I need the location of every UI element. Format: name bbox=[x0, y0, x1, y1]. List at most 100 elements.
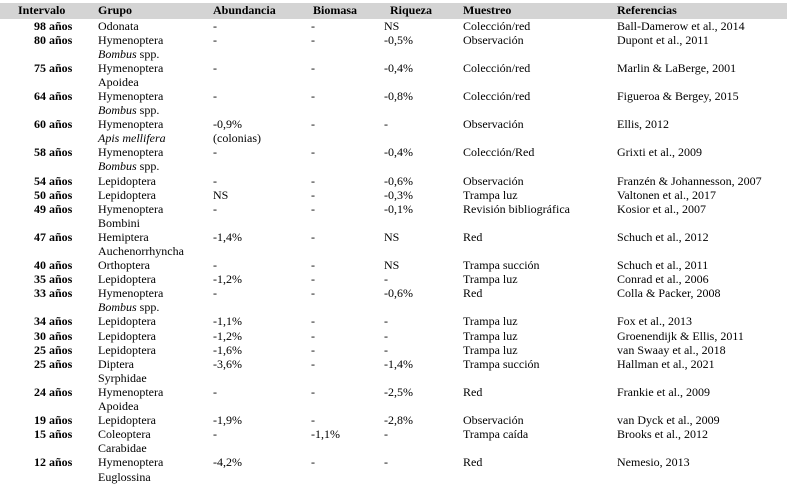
interval-value: 54 años bbox=[34, 173, 73, 188]
group-cell: Lepidoptera bbox=[95, 343, 213, 357]
sampling-cell: Revisión bibliográfica bbox=[461, 202, 616, 230]
group-subtaxon: Apoidea bbox=[98, 399, 139, 414]
biomass-cell: - bbox=[303, 33, 383, 61]
group-cell: Diptera Syrphidae bbox=[95, 357, 213, 385]
table-row: 98 años Odonata - - NS Colección/red Bal… bbox=[0, 19, 787, 33]
table-row: 64 años Hymenoptera Bombus spp. - - -0,8… bbox=[0, 89, 787, 117]
richness-value: -0,1% bbox=[384, 201, 413, 216]
group-genus-italic: Bombus bbox=[98, 46, 137, 61]
richness-value: -0,4% bbox=[384, 145, 413, 160]
sampling-method: Trampa succión bbox=[463, 258, 540, 273]
column-header-abundancia: Abundancia bbox=[213, 3, 303, 19]
interval-value: 30 años bbox=[34, 328, 73, 343]
table-row: 35 años Lepidoptera -1,2% - - Trampa luz… bbox=[0, 272, 787, 286]
biomass-cell: - bbox=[303, 272, 383, 286]
sampling-method: Observación bbox=[463, 117, 524, 132]
abundance-cell: - bbox=[213, 385, 303, 413]
group-order: Lepidoptera bbox=[98, 328, 156, 343]
biomass-value: - bbox=[311, 258, 315, 273]
sampling-cell: Observación bbox=[461, 174, 616, 188]
biomass-value: - bbox=[311, 60, 315, 75]
reference-cell: Schuch et al., 2012 bbox=[616, 230, 787, 258]
reference-citation: Frankie et al., 2009 bbox=[617, 384, 710, 399]
interval-value: 19 años bbox=[34, 413, 73, 428]
reference-cell: Valtonen et al., 2017 bbox=[616, 188, 787, 202]
reference-citation: Schuch et al., 2011 bbox=[617, 258, 709, 273]
insect-decline-studies-table: Intervalo Grupo Abundancia Biomasa Riqueza Mu… bbox=[0, 3, 787, 484]
interval-cell: 30 años bbox=[0, 329, 95, 343]
richness-cell: -1,4% bbox=[383, 357, 461, 385]
richness-value: - bbox=[384, 328, 388, 343]
richness-value: -0,3% bbox=[384, 187, 413, 202]
interval-cell: 64 años bbox=[0, 89, 95, 117]
biomass-cell: - bbox=[303, 413, 383, 427]
abundance-cell: - bbox=[213, 258, 303, 272]
column-header-biomasa: Biomasa bbox=[303, 3, 383, 19]
group-cell: Hymenoptera Apoidea bbox=[95, 385, 213, 413]
group-cell: Hymenoptera Bombus spp. bbox=[95, 33, 213, 61]
interval-value: 35 años bbox=[34, 272, 73, 287]
interval-cell: 47 años bbox=[0, 230, 95, 258]
group-order: Lepidoptera bbox=[98, 272, 156, 287]
sampling-method: Colección/red bbox=[463, 88, 531, 103]
abundance-value: - bbox=[213, 427, 217, 442]
group-subtaxon: Apis mellifera bbox=[98, 131, 213, 145]
biomass-cell: - bbox=[303, 357, 383, 385]
richness-value: NS bbox=[384, 18, 400, 33]
interval-value: 58 años bbox=[34, 145, 73, 160]
sampling-cell: Observación bbox=[461, 117, 616, 145]
richness-cell: -2,8% bbox=[383, 413, 461, 427]
group-order: Hymenoptera bbox=[98, 455, 164, 470]
group-order: Hymenoptera bbox=[98, 32, 164, 47]
interval-value: 98 años bbox=[34, 18, 73, 33]
abundance-value: - bbox=[213, 88, 217, 103]
table-row: 34 años Lepidoptera -1,1% - - Trampa luz… bbox=[0, 314, 787, 328]
sampling-cell: Trampa luz bbox=[461, 272, 616, 286]
group-order: Lepidoptera bbox=[98, 187, 156, 202]
group-cell: Hymenoptera Bombus spp. bbox=[95, 145, 213, 173]
biomass-value: - bbox=[311, 32, 315, 47]
abundance-value: -1,2% bbox=[213, 328, 242, 343]
interval-cell: 80 años bbox=[0, 33, 95, 61]
richness-cell: -0,6% bbox=[383, 286, 461, 314]
group-cell: Lepidoptera bbox=[95, 314, 213, 328]
group-cell: Hymenoptera Bombus spp. bbox=[95, 286, 213, 314]
group-cell: Lepidoptera bbox=[95, 174, 213, 188]
table-row: 25 años Lepidoptera -1,6% - - Trampa luz… bbox=[0, 343, 787, 357]
biomass-value: - bbox=[311, 328, 315, 343]
biomass-value: - bbox=[311, 117, 315, 132]
group-cell: Lepidoptera bbox=[95, 329, 213, 343]
richness-cell: - bbox=[383, 455, 461, 483]
biomass-value: - bbox=[311, 229, 315, 244]
richness-value: -0,5% bbox=[384, 32, 413, 47]
interval-value: 33 años bbox=[34, 286, 73, 301]
interval-value: 49 años bbox=[34, 201, 73, 216]
abundance-value: -3,6% bbox=[213, 356, 242, 371]
sampling-cell: Trampa succión bbox=[461, 357, 616, 385]
interval-cell: 58 años bbox=[0, 145, 95, 173]
sampling-cell: Trampa succión bbox=[461, 258, 616, 272]
reference-cell: Conrad et al., 2006 bbox=[616, 272, 787, 286]
biomass-value: - bbox=[311, 201, 315, 216]
biomass-value: - bbox=[311, 173, 315, 188]
table-row: 40 años Orthoptera - - NS Trampa succión… bbox=[0, 258, 787, 272]
interval-cell: 54 años bbox=[0, 174, 95, 188]
group-order: Coleoptera bbox=[98, 427, 151, 442]
richness-value: -0,4% bbox=[384, 60, 413, 75]
interval-cell: 15 años bbox=[0, 427, 95, 455]
abundance-value: - bbox=[213, 201, 217, 216]
richness-value: NS bbox=[384, 258, 400, 273]
richness-value: -0,6% bbox=[384, 286, 413, 301]
richness-value: - bbox=[384, 427, 388, 442]
abundance-cell: NS bbox=[213, 188, 303, 202]
group-cell: Hymenoptera Euglossina bbox=[95, 455, 213, 483]
richness-value: - bbox=[384, 272, 388, 287]
reference-cell: van Swaay et al., 2018 bbox=[616, 343, 787, 357]
sampling-cell: Colección/Red bbox=[461, 145, 616, 173]
abundance-value: -1,2% bbox=[213, 272, 242, 287]
biomass-value: - bbox=[311, 145, 315, 160]
reference-citation: Fox et al., 2013 bbox=[617, 314, 692, 329]
sampling-cell: Trampa luz bbox=[461, 314, 616, 328]
richness-cell: -0,3% bbox=[383, 188, 461, 202]
group-cell: Coleoptera Carabidae bbox=[95, 427, 213, 455]
